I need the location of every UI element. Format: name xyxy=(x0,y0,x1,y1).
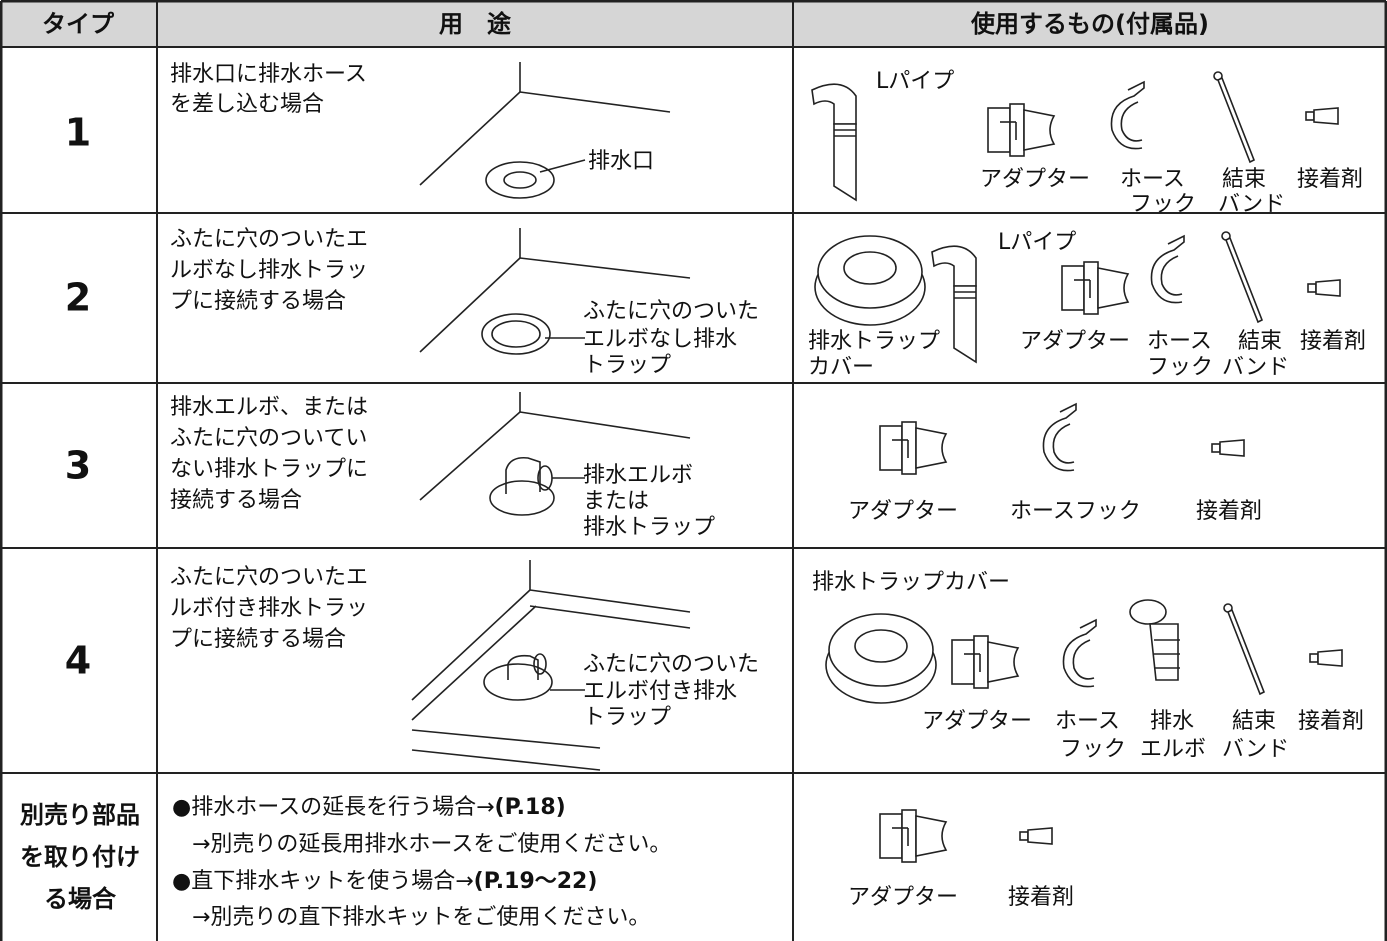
type: 別売り部品 xyxy=(20,801,140,829)
hook-icon xyxy=(1110,81,1145,150)
part-label: アダプター xyxy=(922,709,1032,734)
page-ref: (P.19〜22) xyxy=(474,869,598,894)
diagram-label: エルボなし排水 xyxy=(583,327,737,352)
usage-note: →別売りの延長用排水ホースをご使用ください。 xyxy=(192,832,671,857)
usage: ●排水ホースの延長を行う場合→(P.18) xyxy=(172,795,566,820)
diagram-label: トラップ xyxy=(583,353,671,378)
part-label: Lパイプ xyxy=(998,230,1076,255)
floor-diagram xyxy=(419,392,691,516)
type: 2 xyxy=(65,276,91,320)
type: 1 xyxy=(65,111,91,155)
adapter-icon xyxy=(879,421,947,475)
band-icon xyxy=(1221,231,1263,323)
diagram-label: 排水エルボ xyxy=(583,463,693,488)
type: 3 xyxy=(65,444,91,488)
part-label: バンド xyxy=(1218,192,1285,217)
header-cell: タイプ xyxy=(42,10,115,38)
hook-icon xyxy=(1042,403,1077,472)
part-label: 排水トラップ xyxy=(808,329,940,354)
part-label: 接着剤 xyxy=(1298,709,1364,734)
page-ref: (P.18) xyxy=(495,795,566,820)
usage-note: →別売りの直下排水キットをご使用ください。 xyxy=(192,905,650,930)
glue-icon xyxy=(1211,439,1245,457)
usage: ない排水トラップに xyxy=(170,457,368,482)
trap-cover-icon xyxy=(825,613,937,704)
part-label: アダプター xyxy=(1020,329,1130,354)
part-label: アダプター xyxy=(848,885,958,910)
part-label: アダプター xyxy=(980,167,1090,192)
part-label: フック xyxy=(1130,192,1196,217)
usage-text: ●排水ホースの延長を行う場合→ xyxy=(172,795,495,820)
adapter-icon xyxy=(951,635,1019,689)
floor-diagram xyxy=(419,228,691,355)
part-label: バンド xyxy=(1222,737,1289,762)
diagram-label: ふたに穴のついた xyxy=(583,299,759,324)
glue-icon xyxy=(1305,107,1339,125)
usage: 接続する場合 xyxy=(170,488,302,513)
part-label: 結束 xyxy=(1222,167,1266,192)
floor-diagram xyxy=(411,560,691,771)
usage: ふたに穴のついてい xyxy=(170,426,367,451)
usage: ●直下排水キットを使う場合→(P.19〜22) xyxy=(172,869,597,894)
part-label: フック xyxy=(1060,737,1126,762)
part-label: 排水トラップカバー xyxy=(812,570,1010,595)
l-pipe-icon xyxy=(811,83,857,201)
diagram-label: トラップ xyxy=(583,705,671,730)
hook-icon xyxy=(1150,235,1185,304)
diagram-label: 排水トラップ xyxy=(583,515,715,540)
part-label: ホース xyxy=(1055,709,1120,734)
diagram-label: ふたに穴のついた xyxy=(583,652,759,677)
diagram-label: または xyxy=(583,489,649,514)
part-label: 接着剤 xyxy=(1297,167,1363,192)
glue-icon xyxy=(1307,279,1341,297)
part-label: エルボ xyxy=(1140,737,1206,762)
part-label: 排水 xyxy=(1150,709,1194,734)
trap-cover-icon xyxy=(814,235,926,326)
usage: 排水口に排水ホース xyxy=(170,62,367,87)
diagram-label: エルボ付き排水 xyxy=(583,679,737,704)
header-bg xyxy=(1,1,1386,47)
diagram-label: 排水口 xyxy=(588,149,654,174)
part-label: 結束 xyxy=(1238,329,1282,354)
elbow-icon xyxy=(1129,599,1181,681)
adapter-icon xyxy=(987,103,1055,157)
usage: を差し込む場合 xyxy=(170,92,324,117)
adapter-icon xyxy=(879,809,947,863)
band-icon xyxy=(1223,603,1265,695)
part-label: ホース xyxy=(1147,329,1212,354)
part-label: 接着剤 xyxy=(1196,499,1262,524)
type: を取り付け xyxy=(20,843,140,871)
usage: 排水エルボ、または xyxy=(170,395,368,420)
part-label: カバー xyxy=(808,355,874,380)
usage: ふたに穴のついたエ xyxy=(170,565,368,590)
usage: ふたに穴のついたエ xyxy=(170,227,368,252)
part-label: Lパイプ xyxy=(876,69,954,94)
hook-icon xyxy=(1062,619,1097,688)
part-label: 結束 xyxy=(1232,709,1276,734)
type: 4 xyxy=(65,639,91,683)
header-cell: 使用するもの(付属品) xyxy=(970,10,1209,38)
part-label: ホース xyxy=(1120,167,1185,192)
type: る場合 xyxy=(44,885,117,913)
part-label: フック xyxy=(1147,355,1213,380)
glue-icon xyxy=(1019,827,1053,845)
usage: ルボ付き排水トラッ xyxy=(170,596,368,621)
header-cell: 用 途 xyxy=(439,10,512,38)
glue-icon xyxy=(1309,649,1343,667)
floor-diagram xyxy=(419,62,671,199)
part-label: ホースフック xyxy=(1010,499,1141,524)
usage: プに接続する場合 xyxy=(170,289,346,314)
adapter-icon xyxy=(1061,261,1129,315)
usage: プに接続する場合 xyxy=(170,627,346,652)
part-label: バンド xyxy=(1222,355,1289,380)
part-label: アダプター xyxy=(848,499,958,524)
part-label: 接着剤 xyxy=(1300,329,1366,354)
usage-text: ●直下排水キットを使う場合→ xyxy=(172,869,474,894)
usage: ルボなし排水トラッ xyxy=(170,258,368,283)
part-label: 接着剤 xyxy=(1008,885,1074,910)
band-icon xyxy=(1213,71,1255,163)
